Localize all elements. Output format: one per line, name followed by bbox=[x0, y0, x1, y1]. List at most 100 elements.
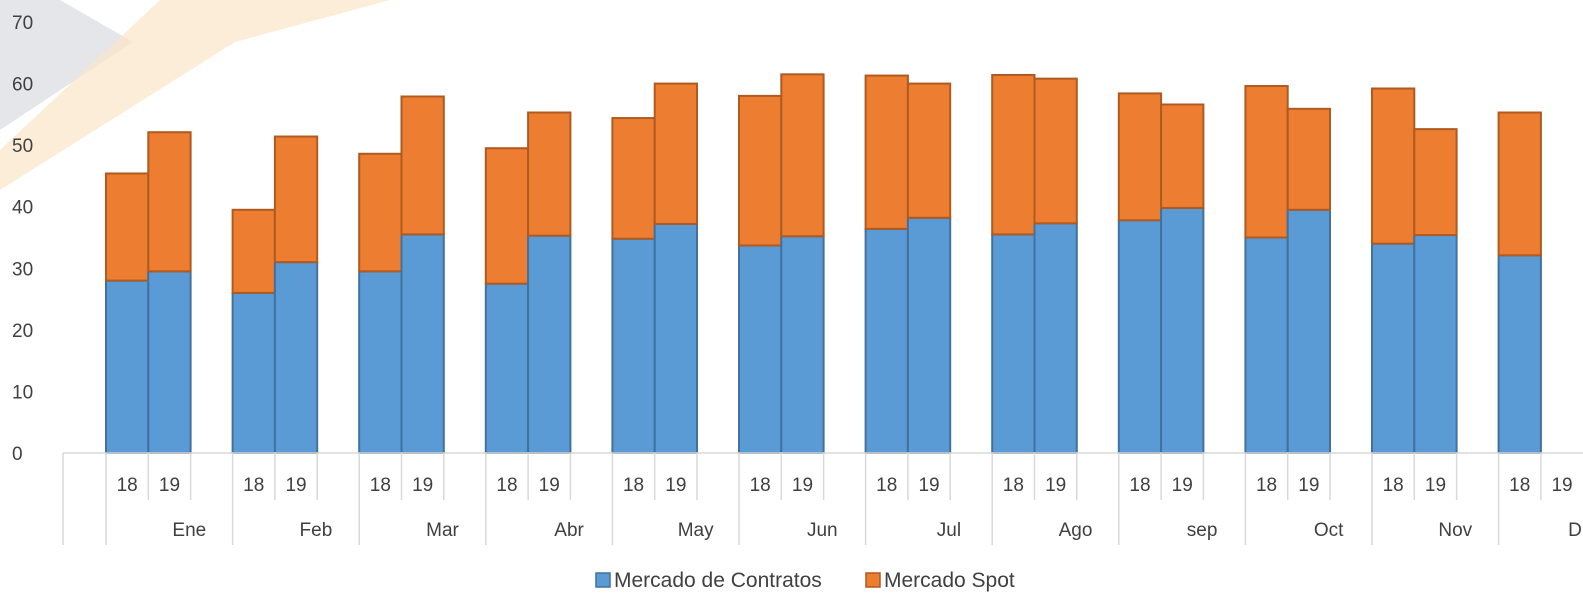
y-tick-label: 70 bbox=[12, 13, 33, 34]
x-group-label: Feb bbox=[300, 520, 333, 541]
bar-segment-contratos bbox=[147, 270, 192, 454]
watermark-chevron-orange bbox=[0, 0, 390, 190]
bar-segment-spot bbox=[653, 82, 699, 225]
x-subtick-label: 18 bbox=[496, 475, 517, 496]
bar-segment-spot bbox=[105, 172, 150, 282]
x-group-label: Ene bbox=[172, 520, 206, 541]
bar-segment-spot bbox=[1033, 77, 1078, 225]
bar-segment-spot bbox=[991, 73, 1036, 236]
bar-segment-contratos bbox=[358, 270, 403, 454]
bar-segment-contratos bbox=[864, 227, 909, 454]
x-subtick-label: 19 bbox=[1298, 475, 1319, 496]
x-axis: 18 19 Ene 18 19 Feb 18 19 Mar 18 19 Abr 18 19 May 18 19 J… bbox=[62, 452, 1583, 545]
x-subtick-label: 19 bbox=[1172, 475, 1193, 496]
x-subtick-label: 19 bbox=[1551, 475, 1572, 496]
x-subtick-label: 19 bbox=[285, 475, 306, 496]
bar-segment-spot bbox=[780, 73, 825, 238]
bar-segment-spot bbox=[527, 111, 572, 237]
y-tick-label: 50 bbox=[12, 136, 33, 157]
legend-swatch bbox=[595, 572, 611, 588]
x-group-label: Abr bbox=[554, 520, 584, 541]
bar-segment-contratos bbox=[906, 216, 952, 454]
bar-segment-spot bbox=[1117, 92, 1163, 222]
y-tick-label: 10 bbox=[12, 382, 33, 403]
x-subtick-label: 18 bbox=[750, 475, 771, 496]
y-tick-label: 40 bbox=[12, 198, 33, 219]
bar-segment-contratos bbox=[1244, 236, 1289, 454]
legend-label: Mercado Spot bbox=[884, 569, 1015, 592]
bar-segment-spot bbox=[906, 82, 952, 219]
x-group-label: Jul bbox=[937, 520, 961, 541]
y-tick-label: 0 bbox=[12, 444, 23, 465]
bar-segment-spot bbox=[484, 147, 530, 285]
x-group-label: Mar bbox=[426, 520, 459, 541]
x-group-label: sep bbox=[1187, 520, 1218, 541]
background-watermark bbox=[0, 0, 390, 190]
x-subtick-label: 19 bbox=[792, 475, 813, 496]
x-subtick-label: 19 bbox=[1045, 475, 1066, 496]
bar-segment-spot bbox=[358, 152, 403, 273]
x-subtick-label: 19 bbox=[412, 475, 433, 496]
bar-segment-spot bbox=[738, 94, 783, 247]
bar-segment-contratos bbox=[780, 235, 825, 454]
x-group-label: Oct bbox=[1314, 520, 1344, 541]
y-tick-label: 20 bbox=[12, 321, 33, 342]
bar-segment-contratos bbox=[611, 237, 656, 454]
bar-segment-spot bbox=[147, 131, 192, 273]
bar-segment-spot bbox=[864, 74, 909, 230]
x-subtick-label: 19 bbox=[665, 475, 686, 496]
bar-segment-spot bbox=[1497, 111, 1542, 257]
bar-segment-contratos bbox=[1371, 242, 1416, 454]
x-subtick-label: 18 bbox=[1383, 475, 1404, 496]
bar-segment-spot bbox=[1286, 107, 1331, 211]
bar-segment-contratos bbox=[231, 291, 276, 454]
y-tick-label: 30 bbox=[12, 259, 33, 280]
y-tick-label: 60 bbox=[12, 75, 33, 96]
x-group-label: Ago bbox=[1059, 520, 1093, 541]
bar-segment-contratos bbox=[1286, 208, 1331, 454]
x-group-label: Jun bbox=[807, 520, 838, 541]
bar-segment-contratos bbox=[991, 233, 1036, 454]
bar-segment-spot bbox=[1244, 85, 1289, 239]
x-group-label: Dic bbox=[1568, 520, 1583, 541]
legend-label: Mercado de Contratos bbox=[614, 569, 822, 592]
x-subtick-label: 19 bbox=[159, 475, 180, 496]
watermark-chevron-gray bbox=[0, 0, 133, 130]
bar-segment-contratos bbox=[738, 244, 783, 454]
x-subtick-label: 18 bbox=[876, 475, 897, 496]
x-group-label: Nov bbox=[1438, 520, 1472, 541]
legend: Mercado de Contratos Mercado Spot bbox=[595, 569, 1015, 592]
bar-segment-contratos bbox=[1160, 206, 1205, 454]
bar-segment-spot bbox=[1160, 103, 1205, 209]
bar-segment-contratos bbox=[1033, 222, 1078, 454]
x-subtick-label: 19 bbox=[1425, 475, 1446, 496]
legend-swatch bbox=[865, 572, 881, 588]
bar-segment-contratos bbox=[400, 233, 445, 454]
x-subtick-label: 18 bbox=[1129, 475, 1150, 496]
bar-segment-contratos bbox=[1497, 254, 1542, 454]
bar-segment-spot bbox=[1413, 128, 1458, 237]
x-subtick-label: 19 bbox=[918, 475, 939, 496]
x-subtick-label: 18 bbox=[1509, 475, 1530, 496]
bar-segment-spot bbox=[1371, 87, 1416, 245]
bars bbox=[105, 73, 1542, 454]
x-subtick-label: 18 bbox=[1256, 475, 1277, 496]
bar-segment-spot bbox=[611, 117, 656, 240]
bar-segment-contratos bbox=[527, 234, 572, 454]
x-subtick-label: 18 bbox=[370, 475, 391, 496]
x-group-label: May bbox=[678, 520, 714, 541]
bar-segment-contratos bbox=[105, 279, 150, 454]
bar-segment-contratos bbox=[273, 261, 319, 454]
bar-segment-spot bbox=[231, 208, 276, 294]
x-subtick-label: 18 bbox=[623, 475, 644, 496]
x-subtick-label: 18 bbox=[117, 475, 138, 496]
bar-segment-contratos bbox=[1413, 234, 1458, 454]
bar-segment-contratos bbox=[653, 222, 699, 454]
x-subtick-label: 18 bbox=[243, 475, 264, 496]
bar-segment-contratos bbox=[1117, 219, 1163, 454]
x-subtick-label: 19 bbox=[539, 475, 560, 496]
bar-segment-spot bbox=[400, 95, 445, 236]
bar-segment-contratos bbox=[484, 282, 530, 454]
bar-segment-spot bbox=[273, 135, 319, 264]
